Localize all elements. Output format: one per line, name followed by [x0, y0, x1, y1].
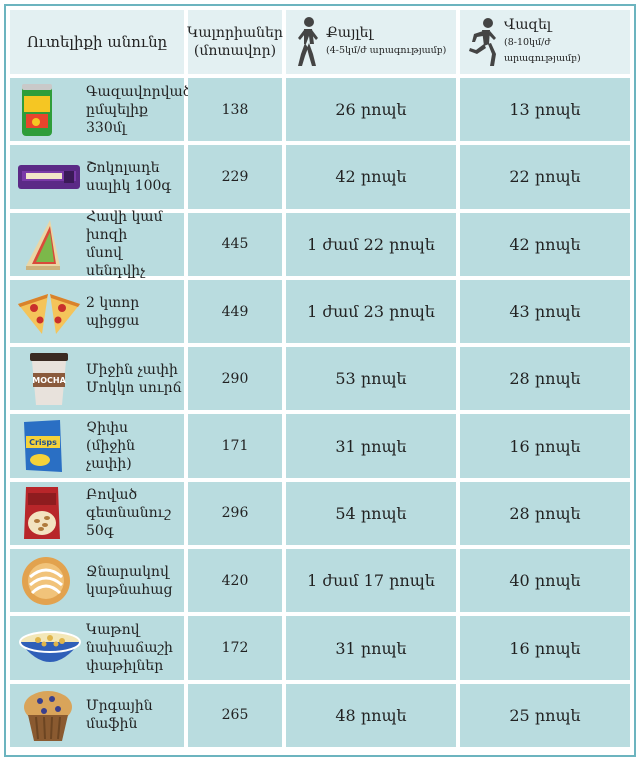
calorie-table-frame: Ուտելիքի անունը Կալորիաներ (մոտավոր) Քայ…: [4, 4, 636, 757]
food-name-line2: մսով սենդվիչ: [86, 245, 146, 280]
header-calories-line1: Կալորիաներ: [187, 25, 283, 41]
walk-time-cell: 31 րոպե: [286, 414, 460, 482]
food-name-line2: նախաճաշի: [86, 640, 173, 657]
food-name-line1: Կաթով: [86, 622, 140, 639]
calories-cell: 290: [188, 347, 286, 415]
table-row-food: Բոված գետնանուշ 50գ: [10, 481, 188, 550]
header-walk-title: Քայլել: [326, 25, 373, 41]
run-time-cell: 28 րոպե: [460, 481, 630, 550]
calories-cell: 449: [188, 279, 286, 348]
food-name-line1: 2 կտոր: [86, 294, 140, 311]
walk-time-cell: 31 րոպե: [286, 616, 460, 684]
run-time-cell: 16 րոպե: [460, 414, 630, 482]
food-name-line1: Ջնարակով: [86, 563, 169, 580]
food-name-line1: Գազավորված: [86, 83, 192, 100]
food-name-line1: Շոկոլադե: [86, 159, 160, 176]
walk-time-cell: 1 ժամ 23 րոպե: [286, 279, 460, 348]
calories-cell: 296: [188, 481, 286, 550]
run-time-cell: 43 րոպե: [460, 279, 630, 348]
cereal-bowl-icon: [19, 631, 81, 663]
cup-label: MOCHA: [32, 376, 66, 385]
table-row-food: Crisps Չիփս (միջին չափի): [10, 414, 188, 482]
run-time-cell: 16 րոպե: [460, 616, 630, 684]
calories-cell: 172: [188, 616, 286, 684]
calories-cell: 445: [188, 212, 286, 280]
food-name-line1: Միջին չափի: [86, 361, 178, 378]
run-time-cell: 28 րոպե: [460, 347, 630, 415]
coffee-cup-icon: MOCHA: [30, 352, 68, 405]
run-time-cell: 40 րոպե: [460, 549, 630, 617]
food-name-line2: կաթնահաց: [86, 581, 173, 598]
food-name-line1: Չիփս: [86, 420, 129, 437]
header-walk: Քայլել (4-5կմ/ժ արագությամբ): [286, 10, 460, 78]
header-food-label: Ուտելիքի անունը: [26, 33, 168, 51]
food-name-line2: պիցցա: [86, 312, 140, 329]
bag-label: Crisps: [29, 438, 57, 447]
walk-time-cell: 1 ժամ 17 րոպե: [286, 549, 460, 617]
food-name-line2: սալիկ 100գ: [86, 177, 172, 194]
header-run-sub: (8-10կմ/ժ արագությամբ): [504, 37, 581, 64]
run-time-cell: 25 րոպե: [460, 683, 630, 751]
table-row-food: Շոկոլադե սալիկ 100գ: [10, 145, 188, 213]
peanuts-bag-icon: [24, 487, 60, 540]
glazed-bun-icon: [22, 556, 70, 605]
walk-time-cell: 42 րոպե: [286, 145, 460, 213]
header-calories: Կալորիաներ (մոտավոր): [187, 10, 286, 78]
run-time-cell: 13 րոպե: [460, 78, 630, 146]
table-row-food: MOCHA Միջին չափի Մոկկո սուրճ: [10, 347, 188, 415]
run-time-cell: 42 րոպե: [460, 212, 630, 280]
food-name-line2: (միջին չափի): [86, 438, 136, 473]
header-run-title: Վազել: [504, 17, 552, 33]
chips-bag-icon: Crisps: [24, 420, 62, 473]
soda-can-icon: [22, 83, 52, 136]
calories-cell: 265: [188, 683, 286, 751]
running-person-icon: [469, 18, 496, 66]
header-walk-sub: (4-5կմ/ժ արագությամբ): [326, 45, 447, 56]
table-row-food: Կաթով նախաճաշի փաթիլներ: [10, 616, 188, 684]
food-name-line2: ըմպելիք 330մլ: [86, 101, 148, 136]
calories-cell: 420: [188, 549, 286, 617]
food-name-line3: փաթիլներ: [86, 658, 164, 675]
walk-time-cell: 48 րոպե: [286, 683, 460, 751]
walk-time-cell: 26 րոպե: [286, 78, 460, 146]
calories-cell: 138: [188, 78, 286, 146]
walk-time-cell: 53 րոպե: [286, 347, 460, 415]
sandwich-icon: [26, 220, 60, 271]
header-calories-line2: (մոտավոր): [193, 43, 277, 59]
table-row-food: Գազավորված ըմպելիք 330մլ: [10, 78, 192, 146]
table-row-food: Մրգային մաֆին: [10, 683, 188, 751]
walking-person-icon: [298, 17, 318, 66]
food-name-line1: Բոված: [86, 487, 138, 504]
header-food: Ուտելիքի անունը: [10, 10, 188, 78]
header-run: Վազել (8-10կմ/ժ արագությամբ): [460, 10, 630, 78]
walk-time-cell: 1 ժամ 22 րոպե: [286, 212, 460, 280]
chocolate-bar-icon: [18, 164, 80, 189]
food-name-line1: Հավի կամ խոզի: [86, 209, 163, 244]
calories-cell: 171: [188, 414, 286, 482]
calories-cell: 229: [188, 145, 286, 213]
muffin-icon: [24, 691, 72, 742]
table-row-food: 2 կտոր պիցցա: [10, 279, 188, 348]
run-time-cell: 22 րոպե: [460, 145, 630, 213]
pizza-icon: [18, 293, 80, 334]
food-name-line2: Մոկկո սուրճ: [86, 379, 182, 396]
walk-time-cell: 54 րոպե: [286, 481, 460, 550]
food-name-line1: Մրգային մաֆին: [86, 698, 153, 733]
calorie-table: Ուտելիքի անունը Կալորիաներ (մոտավոր) Քայ…: [10, 10, 630, 751]
table-row-food: Ջնարակով կաթնահաց: [10, 549, 188, 617]
food-name-line2: գետնանուշ 50գ: [86, 505, 171, 540]
table-row-food: Հավի կամ խոզի մսով սենդվիչ: [10, 209, 188, 280]
